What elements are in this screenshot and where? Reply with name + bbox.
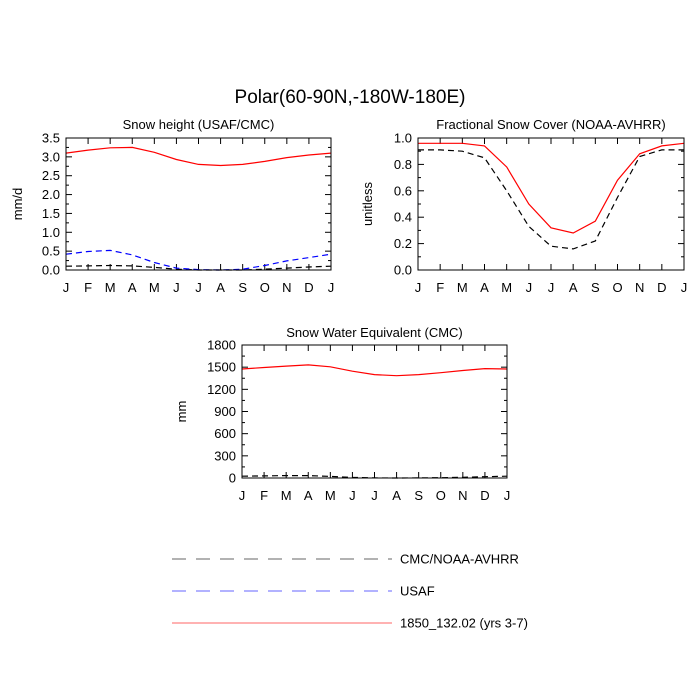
y-tick-label: 1500 <box>207 360 236 375</box>
x-tick-label: J <box>548 280 555 295</box>
x-tick-label: J <box>63 280 70 295</box>
chart-panel-3: Snow Water Equivalent (CMC) mm 0 300 600 900 1… <box>174 325 510 503</box>
y-tick-label: 3.5 <box>42 131 60 146</box>
x-tick-label: M <box>149 280 160 295</box>
y-tick-label: 2.0 <box>42 187 60 202</box>
legend-entry: CMC/NOAA-AVHRR <box>172 552 519 567</box>
x-tick-label: O <box>260 280 270 295</box>
x-tick-label: J <box>526 280 533 295</box>
x-tick-label: A <box>304 488 313 503</box>
x-tick-label: J <box>239 488 246 503</box>
legend-entry: 1850_132.02 (yrs 3-7) <box>172 616 528 631</box>
x-tick-label: M <box>281 488 292 503</box>
x-tick-label: F <box>260 488 268 503</box>
x-tick-label: J <box>349 488 356 503</box>
x-tick-label: M <box>105 280 116 295</box>
y-axis-label: mm/d <box>10 188 25 221</box>
x-tick-label: A <box>392 488 401 503</box>
y-tick-label: 900 <box>214 404 236 419</box>
series-line-1850-132-02-yrs-3-7 <box>241 364 508 377</box>
series-line-cmc-noaa-avhrr <box>418 149 684 250</box>
x-tick-label: F <box>84 280 92 295</box>
x-tick-label: O <box>612 280 622 295</box>
x-tick-label: S <box>238 280 247 295</box>
legend-label: USAF <box>400 584 435 599</box>
y-tick-label: 2.5 <box>42 168 60 183</box>
y-tick-label: 0.4 <box>394 210 412 225</box>
y-tick-label: 0.0 <box>42 263 60 278</box>
chart-title: Snow Water Equivalent (CMC) <box>286 325 463 340</box>
x-tick-label: J <box>681 280 688 295</box>
x-tick-label: D <box>657 280 666 295</box>
x-tick-label: N <box>635 280 644 295</box>
y-tick-label: 0.8 <box>394 157 412 172</box>
x-tick-label: N <box>458 488 467 503</box>
y-tick-label: 1.0 <box>42 225 60 240</box>
x-tick-label: J <box>173 280 180 295</box>
x-tick-label: M <box>457 280 468 295</box>
x-tick-label: M <box>325 488 336 503</box>
x-tick-label: D <box>480 488 489 503</box>
y-tick-label: 1.0 <box>394 131 412 146</box>
x-tick-label: J <box>371 488 378 503</box>
y-tick-label: 300 <box>214 448 236 463</box>
x-tick-label: A <box>216 280 225 295</box>
panels: Snow height (USAF/CMC) mm/d 0.0 0.5 1.0 1.5 2.… <box>10 117 687 503</box>
y-tick-label: 1200 <box>207 382 236 397</box>
x-tick-label: J <box>415 280 422 295</box>
chart-panel-2: Fractional Snow Cover (NOAA-AVHRR) unitle… <box>360 117 687 295</box>
plot-frame <box>417 137 685 271</box>
y-tick-label: 3.0 <box>42 149 60 164</box>
figure-title: Polar(60-90N,-180W-180E) <box>235 87 466 108</box>
x-tick-label: A <box>569 280 578 295</box>
y-tick-label: 0.2 <box>394 236 412 251</box>
y-tick-label: 600 <box>214 426 236 441</box>
x-tick-label: O <box>436 488 446 503</box>
x-tick-label: S <box>591 280 600 295</box>
chart-panel-1: Snow height (USAF/CMC) mm/d 0.0 0.5 1.0 1.5 2.… <box>10 117 334 295</box>
x-tick-label: A <box>128 280 137 295</box>
plot-frame <box>65 137 332 271</box>
x-tick-label: N <box>282 280 291 295</box>
y-tick-label: 0.5 <box>42 244 60 259</box>
y-tick-label: 1.5 <box>42 206 60 221</box>
x-tick-label: M <box>501 280 512 295</box>
x-tick-label: J <box>504 488 511 503</box>
x-tick-label: S <box>414 488 423 503</box>
x-tick-label: J <box>195 280 202 295</box>
x-tick-label: D <box>304 280 313 295</box>
series-line-1850-132-02-yrs-3-7 <box>418 142 685 234</box>
legend: CMC/NOAA-AVHRR USAF 1850_132.02 (yrs 3-7) <box>172 552 528 631</box>
y-tick-label: 0.6 <box>394 183 412 198</box>
chart-title: Fractional Snow Cover (NOAA-AVHRR) <box>436 117 665 132</box>
y-tick-label: 0 <box>229 471 236 486</box>
series-line-1850-132-02-yrs-3-7 <box>65 146 332 167</box>
y-axis-label: unitless <box>360 181 375 226</box>
legend-entry: USAF <box>172 584 435 599</box>
x-tick-label: F <box>436 280 444 295</box>
x-tick-label: A <box>480 280 489 295</box>
y-tick-label: 1800 <box>207 338 236 353</box>
plot-frame <box>241 344 508 479</box>
x-tick-label: J <box>328 280 335 295</box>
y-axis-label: mm <box>174 401 189 423</box>
legend-label: 1850_132.02 (yrs 3-7) <box>400 616 528 631</box>
y-tick-label: 0.0 <box>394 263 412 278</box>
legend-label: CMC/NOAA-AVHRR <box>400 552 519 567</box>
chart-title: Snow height (USAF/CMC) <box>123 117 275 132</box>
